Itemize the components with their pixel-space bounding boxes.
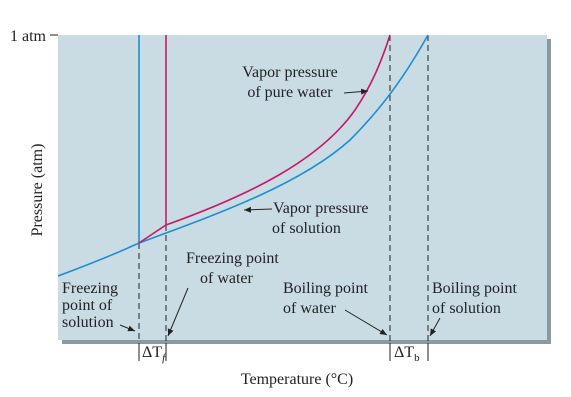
label: of solution xyxy=(272,220,341,237)
delta-label: ΔTb xyxy=(394,344,420,364)
label: of pure water xyxy=(247,84,333,101)
x-axis-label: Temperature (°C) xyxy=(241,371,353,388)
delta-tb: ΔTb xyxy=(389,343,429,364)
label: Freezing xyxy=(62,280,118,297)
label: Boiling point xyxy=(283,280,368,297)
y-axis-label: Pressure (atm) xyxy=(29,144,46,237)
label: Vapor pressure xyxy=(242,64,338,81)
label: Freezing point xyxy=(186,250,279,267)
solution-curve xyxy=(57,34,429,277)
label: point of xyxy=(62,297,113,314)
delta-tf: ΔTf xyxy=(138,343,167,364)
label: solution xyxy=(62,314,114,331)
y-top-label: 1 atm xyxy=(10,28,47,45)
delta-label: ΔTf xyxy=(142,344,167,364)
label: of water xyxy=(200,270,254,287)
dashed-guides xyxy=(138,35,429,362)
water-curve xyxy=(138,34,391,244)
label: of water xyxy=(283,300,337,317)
label: of solution xyxy=(432,300,501,317)
label: Vapor pressure xyxy=(273,200,369,217)
label: Boiling point xyxy=(432,280,517,297)
